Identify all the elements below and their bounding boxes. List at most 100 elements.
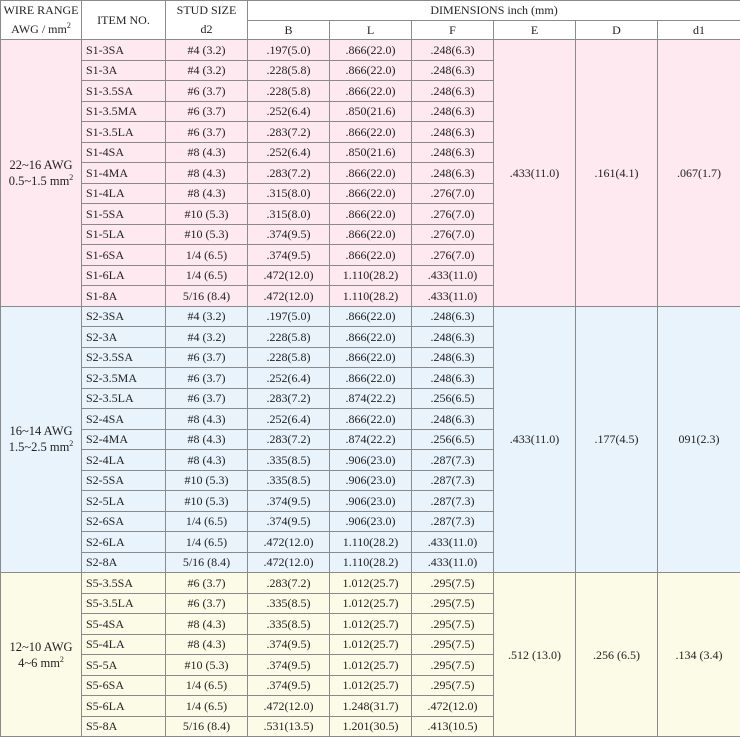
dim-l-cell: .866(22.0) — [330, 81, 412, 102]
dim-b-cell: .228(5.8) — [248, 81, 330, 102]
dim-l-cell: .866(22.0) — [330, 327, 412, 348]
item-no-cell: S1-4MA — [82, 163, 166, 184]
dim-b-cell: .228(5.8) — [248, 327, 330, 348]
item-no-cell: S1-3.5LA — [82, 122, 166, 143]
stud-size-cell: #8 (4.3) — [166, 429, 248, 450]
dim-l-cell: 1.012(25.7) — [330, 573, 412, 594]
item-no-cell: S2-3.5MA — [82, 368, 166, 389]
item-no-cell: S2-5LA — [82, 491, 166, 512]
dim-l-cell: .906(23.0) — [330, 450, 412, 471]
dim-f-cell: .248(6.3) — [412, 60, 494, 81]
item-no-cell: S1-6SA — [82, 245, 166, 266]
stud-size-cell: 1/4 (6.5) — [166, 245, 248, 266]
header-item-no: ITEM NO. — [82, 1, 166, 40]
dim-d-cell: .177(4.5) — [576, 306, 658, 573]
dim-b-cell: .472(12.0) — [248, 532, 330, 553]
dim-d1-cell: .134 (3.4) — [658, 573, 740, 737]
dim-d-cell: .256 (6.5) — [576, 573, 658, 737]
dim-b-cell: .374(9.5) — [248, 634, 330, 655]
dim-b-cell: .252(6.4) — [248, 142, 330, 163]
dim-b-cell: .315(8.0) — [248, 204, 330, 225]
item-no-cell: S1-5SA — [82, 204, 166, 225]
stud-size-cell: 1/4 (6.5) — [166, 696, 248, 717]
stud-size-label: STUD SIZE — [177, 3, 237, 17]
dim-b-cell: .197(5.0) — [248, 40, 330, 61]
dim-l-cell: 1.110(28.2) — [330, 552, 412, 573]
dim-l-cell: 1.201(30.5) — [330, 716, 412, 737]
stud-size-cell: #10 (5.3) — [166, 491, 248, 512]
dim-f-cell: .433(11.0) — [412, 265, 494, 286]
stud-size-cell: 1/4 (6.5) — [166, 265, 248, 286]
dim-l-cell: 1.110(28.2) — [330, 286, 412, 307]
header-col-b: B — [248, 21, 330, 40]
header-wire-range: WIRE RANGE AWG / mm2 — [1, 1, 82, 40]
item-no-cell: S2-3SA — [82, 306, 166, 327]
stud-size-cell: 1/4 (6.5) — [166, 675, 248, 696]
dim-l-cell: 1.012(25.7) — [330, 614, 412, 635]
dim-l-cell: .866(22.0) — [330, 368, 412, 389]
item-no-cell: S5-6SA — [82, 675, 166, 696]
dim-f-cell: .248(6.3) — [412, 142, 494, 163]
dim-f-cell: .276(7.0) — [412, 204, 494, 225]
item-no-cell: S2-6LA — [82, 532, 166, 553]
dim-b-cell: .472(12.0) — [248, 552, 330, 573]
dim-f-cell: .248(6.3) — [412, 347, 494, 368]
header-col-e: E — [494, 21, 576, 40]
dim-f-cell: .295(7.5) — [412, 573, 494, 594]
stud-size-cell: 5/16 (8.4) — [166, 286, 248, 307]
dim-f-cell: .248(6.3) — [412, 163, 494, 184]
superscript: 2 — [69, 173, 73, 182]
stud-size-cell: #10 (5.3) — [166, 224, 248, 245]
dim-l-cell: .866(22.0) — [330, 183, 412, 204]
stud-size-cell: 1/4 (6.5) — [166, 511, 248, 532]
dim-d1-cell: 091(2.3) — [658, 306, 740, 573]
header-col-f: F — [412, 21, 494, 40]
stud-size-cell: #8 (4.3) — [166, 614, 248, 635]
dim-l-cell: 1.012(25.7) — [330, 675, 412, 696]
dim-b-cell: .283(7.2) — [248, 573, 330, 594]
dim-l-cell: .850(21.6) — [330, 101, 412, 122]
superscript: 2 — [67, 21, 71, 30]
dim-f-cell: .472(12.0) — [412, 696, 494, 717]
header-col-d1: d1 — [658, 21, 740, 40]
dim-l-cell: 1.110(28.2) — [330, 532, 412, 553]
dim-f-cell: .276(7.0) — [412, 224, 494, 245]
header-col-l: L — [330, 21, 412, 40]
dim-l-cell: .906(23.0) — [330, 470, 412, 491]
dim-b-cell: .335(8.5) — [248, 470, 330, 491]
item-no-cell: S5-4LA — [82, 634, 166, 655]
stud-size-cell: #4 (3.2) — [166, 60, 248, 81]
mm2-range: 0.5~1.5 mm — [9, 174, 70, 188]
dim-f-cell: .413(10.5) — [412, 716, 494, 737]
dim-f-cell: .248(6.3) — [412, 368, 494, 389]
dim-f-cell: .276(7.0) — [412, 183, 494, 204]
stud-size-cell: #6 (3.7) — [166, 368, 248, 389]
dim-l-cell: .866(22.0) — [330, 204, 412, 225]
item-no-cell: S1-8A — [82, 286, 166, 307]
superscript: 2 — [60, 655, 64, 664]
awg-range: 22~16 AWG — [9, 158, 72, 172]
superscript: 2 — [69, 439, 73, 448]
wire-group-1: 22~16 AWG 0.5~1.5 mm2 S1-3SA#4 (3.2).197(5… — [1, 40, 740, 307]
dim-e-cell: .512 (13.0) — [494, 573, 576, 737]
item-no-cell: S1-3SA — [82, 40, 166, 61]
stud-size-cell: #6 (3.7) — [166, 81, 248, 102]
dim-e-cell: .433(11.0) — [494, 40, 576, 307]
dim-l-cell: .874(22.2) — [330, 429, 412, 450]
dim-f-cell: .295(7.5) — [412, 655, 494, 676]
dim-l-cell: .866(22.0) — [330, 245, 412, 266]
wire-range-cell: 22~16 AWG 0.5~1.5 mm2 — [1, 40, 82, 307]
dim-l-cell: .906(23.0) — [330, 511, 412, 532]
stud-size-cell: #4 (3.2) — [166, 40, 248, 61]
item-no-cell: S2-6SA — [82, 511, 166, 532]
stud-size-cell: #10 (5.3) — [166, 655, 248, 676]
stud-size-cell: #4 (3.2) — [166, 306, 248, 327]
dim-l-cell: .866(22.0) — [330, 409, 412, 430]
dim-l-cell: .866(22.0) — [330, 306, 412, 327]
dim-b-cell: .335(8.5) — [248, 614, 330, 635]
stud-size-cell: #8 (4.3) — [166, 142, 248, 163]
item-no-cell: S5-8A — [82, 716, 166, 737]
